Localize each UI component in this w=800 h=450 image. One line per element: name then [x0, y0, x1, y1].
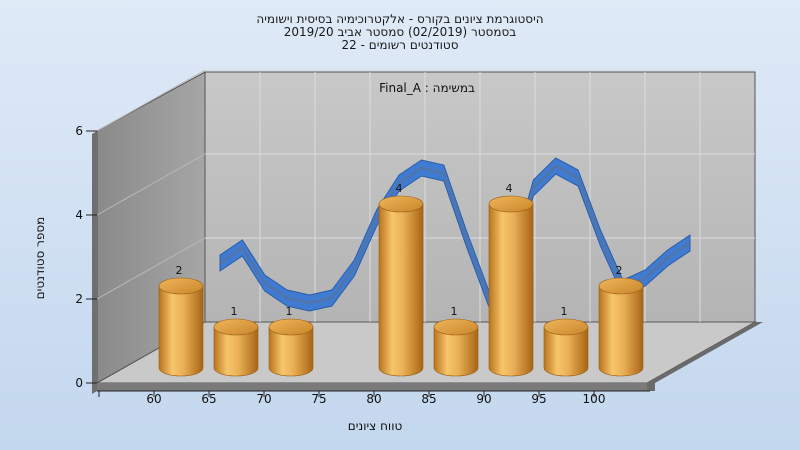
bar-cap — [598, 277, 644, 295]
bar: 4 — [488, 182, 534, 377]
series-annotation: במשימה : Final_A — [379, 81, 475, 95]
chart-title-line-1: היסטוגרמת ציונים בקורס - אלקטרוכימיה בסי… — [256, 12, 544, 26]
bar-cap — [433, 318, 479, 336]
bar-value-label: 1 — [451, 305, 458, 318]
curve-shadow — [219, 164, 691, 305]
bar: 4 — [378, 182, 424, 377]
bar: 2 — [598, 264, 644, 377]
bar: 1 — [213, 305, 259, 377]
chart-title-line-2: בסמסטר (02/2019) סמסטר אביב 2019/20 — [283, 25, 517, 39]
bar-body — [158, 285, 204, 377]
x-tick-label: 85 — [421, 392, 436, 406]
bar-cap — [378, 195, 424, 213]
grid-line — [96, 69, 206, 132]
bar-cap — [158, 277, 204, 295]
bar-value-label: 1 — [561, 305, 568, 318]
curve-ribbon — [219, 157, 691, 312]
x-axis-label: טווח ציונים — [348, 419, 403, 433]
bar-body — [268, 326, 314, 377]
x-tick-label: 95 — [531, 392, 546, 406]
grid-line — [96, 237, 206, 300]
bar-body — [598, 285, 644, 377]
y-axis-label: מספר סטודנטים — [33, 217, 47, 300]
bar-value-label: 4 — [506, 182, 513, 195]
x-tick-label: 100 — [583, 392, 606, 406]
bar: 1 — [543, 305, 589, 377]
y-tick-label: 6 — [75, 124, 83, 138]
x-tick-label: 90 — [476, 392, 491, 406]
bar-value-label: 1 — [231, 305, 238, 318]
bar-cap — [213, 318, 259, 336]
bar-body — [433, 326, 479, 377]
bar-cap — [543, 318, 589, 336]
chart-title-line-3: סטודנטים רשומים - 22 — [341, 38, 459, 52]
gridlines — [96, 69, 755, 322]
x-tick-label: 70 — [256, 392, 271, 406]
y-tick-label: 2 — [75, 292, 83, 306]
bar-body — [488, 203, 534, 377]
y-tick-label: 0 — [75, 376, 83, 390]
bars: 2 1 1 4 1 4 1 2 — [158, 182, 644, 377]
bar-cap — [488, 195, 534, 213]
bar: 2 — [158, 264, 204, 377]
left-wall-edge — [92, 131, 97, 394]
bar-value-label: 2 — [176, 264, 183, 277]
x-tick-label: 75 — [311, 392, 326, 406]
y-axis: 0 2 4 6 — [75, 124, 97, 390]
distribution-curve — [219, 157, 691, 312]
bar-value-label: 2 — [616, 264, 623, 277]
bar-body — [213, 326, 259, 377]
bar: 1 — [433, 305, 479, 377]
bar-body — [543, 326, 589, 377]
x-tick-label: 65 — [201, 392, 216, 406]
bar-value-label: 4 — [396, 182, 403, 195]
bar: 1 — [268, 305, 314, 377]
x-tick-label: 80 — [366, 392, 381, 406]
y-tick-label: 4 — [75, 208, 83, 222]
bar-cap — [268, 318, 314, 336]
bar-value-label: 1 — [286, 305, 293, 318]
bar-body — [378, 203, 424, 377]
grid-line — [96, 153, 206, 216]
x-axis: 60 65 70 75 80 85 90 95 100 — [97, 390, 650, 406]
floor-edge — [97, 383, 647, 391]
x-tick-label: 60 — [146, 392, 161, 406]
